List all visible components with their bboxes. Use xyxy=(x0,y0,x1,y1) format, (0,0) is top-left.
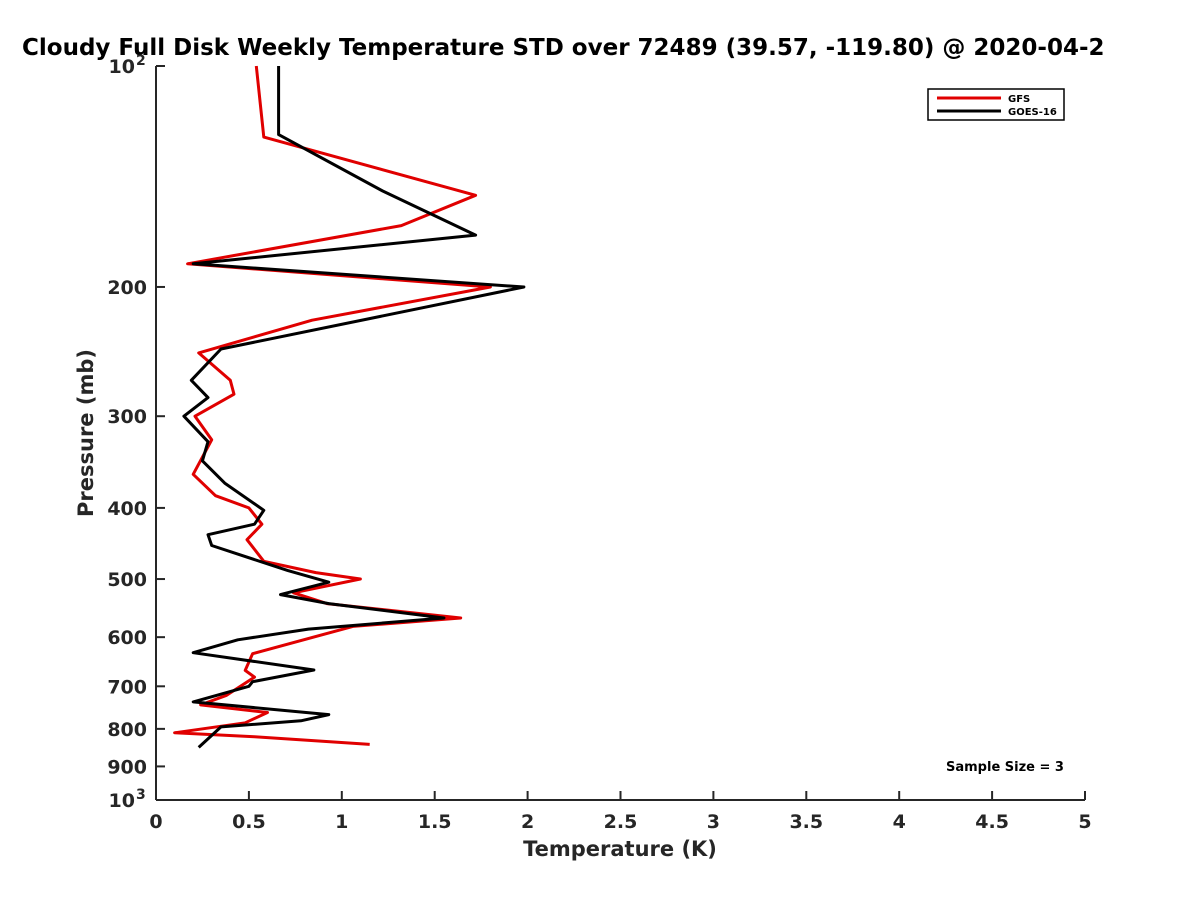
y-tick-label: 400 xyxy=(107,498,147,520)
y-tick-exponent: 2 xyxy=(136,53,146,69)
x-tick-label: 1.5 xyxy=(418,811,452,833)
legend-label: GFS xyxy=(1008,94,1030,105)
y-tick-label: 800 xyxy=(107,719,147,741)
y-tick-label: 600 xyxy=(107,627,147,649)
series-line-gfs xyxy=(173,65,492,746)
x-tick-label: 5 xyxy=(1078,811,1091,833)
x-tick-label: 3 xyxy=(707,811,720,833)
legend-label: GOES-16 xyxy=(1008,107,1057,118)
y-tick-label: 700 xyxy=(107,676,147,698)
plot-axes: 0 0.5 1 1.5 2 2.5 3 3.5 4 4.5 510 22003004005006007… xyxy=(107,53,1091,833)
x-tick-label: 4.5 xyxy=(975,811,1009,833)
y-tick-label: 200 xyxy=(107,277,147,299)
sample-size-annotation: Sample Size = 3 xyxy=(946,760,1064,775)
y-tick-label: 500 xyxy=(107,569,147,591)
y-tick-label: 10 xyxy=(109,56,135,78)
x-tick-label: 2 xyxy=(521,811,534,833)
y-tick-label: 900 xyxy=(107,756,147,778)
x-tick-label: 1 xyxy=(335,811,348,833)
x-tick-label: 2.5 xyxy=(604,811,638,833)
y-tick-label: 300 xyxy=(107,406,147,428)
x-tick-label: 0 xyxy=(149,811,162,833)
y-tick-exponent: 3 xyxy=(136,787,146,803)
legend-box xyxy=(927,88,1065,121)
x-tick-label: 4 xyxy=(893,811,906,833)
x-axis-label: Temperature (K) xyxy=(523,837,717,861)
plot-series xyxy=(173,65,526,749)
x-tick-label: 0.5 xyxy=(232,811,266,833)
chart-title: Cloudy Full Disk Weekly Temperature STD … xyxy=(22,35,1105,61)
legend: GFS GOES-16 xyxy=(927,88,1065,121)
y-tick-label: 10 xyxy=(109,790,135,812)
y-axis-label: Pressure (mb) xyxy=(74,349,98,517)
x-tick-label: 3.5 xyxy=(789,811,823,833)
series-line-goes-16 xyxy=(182,66,526,749)
